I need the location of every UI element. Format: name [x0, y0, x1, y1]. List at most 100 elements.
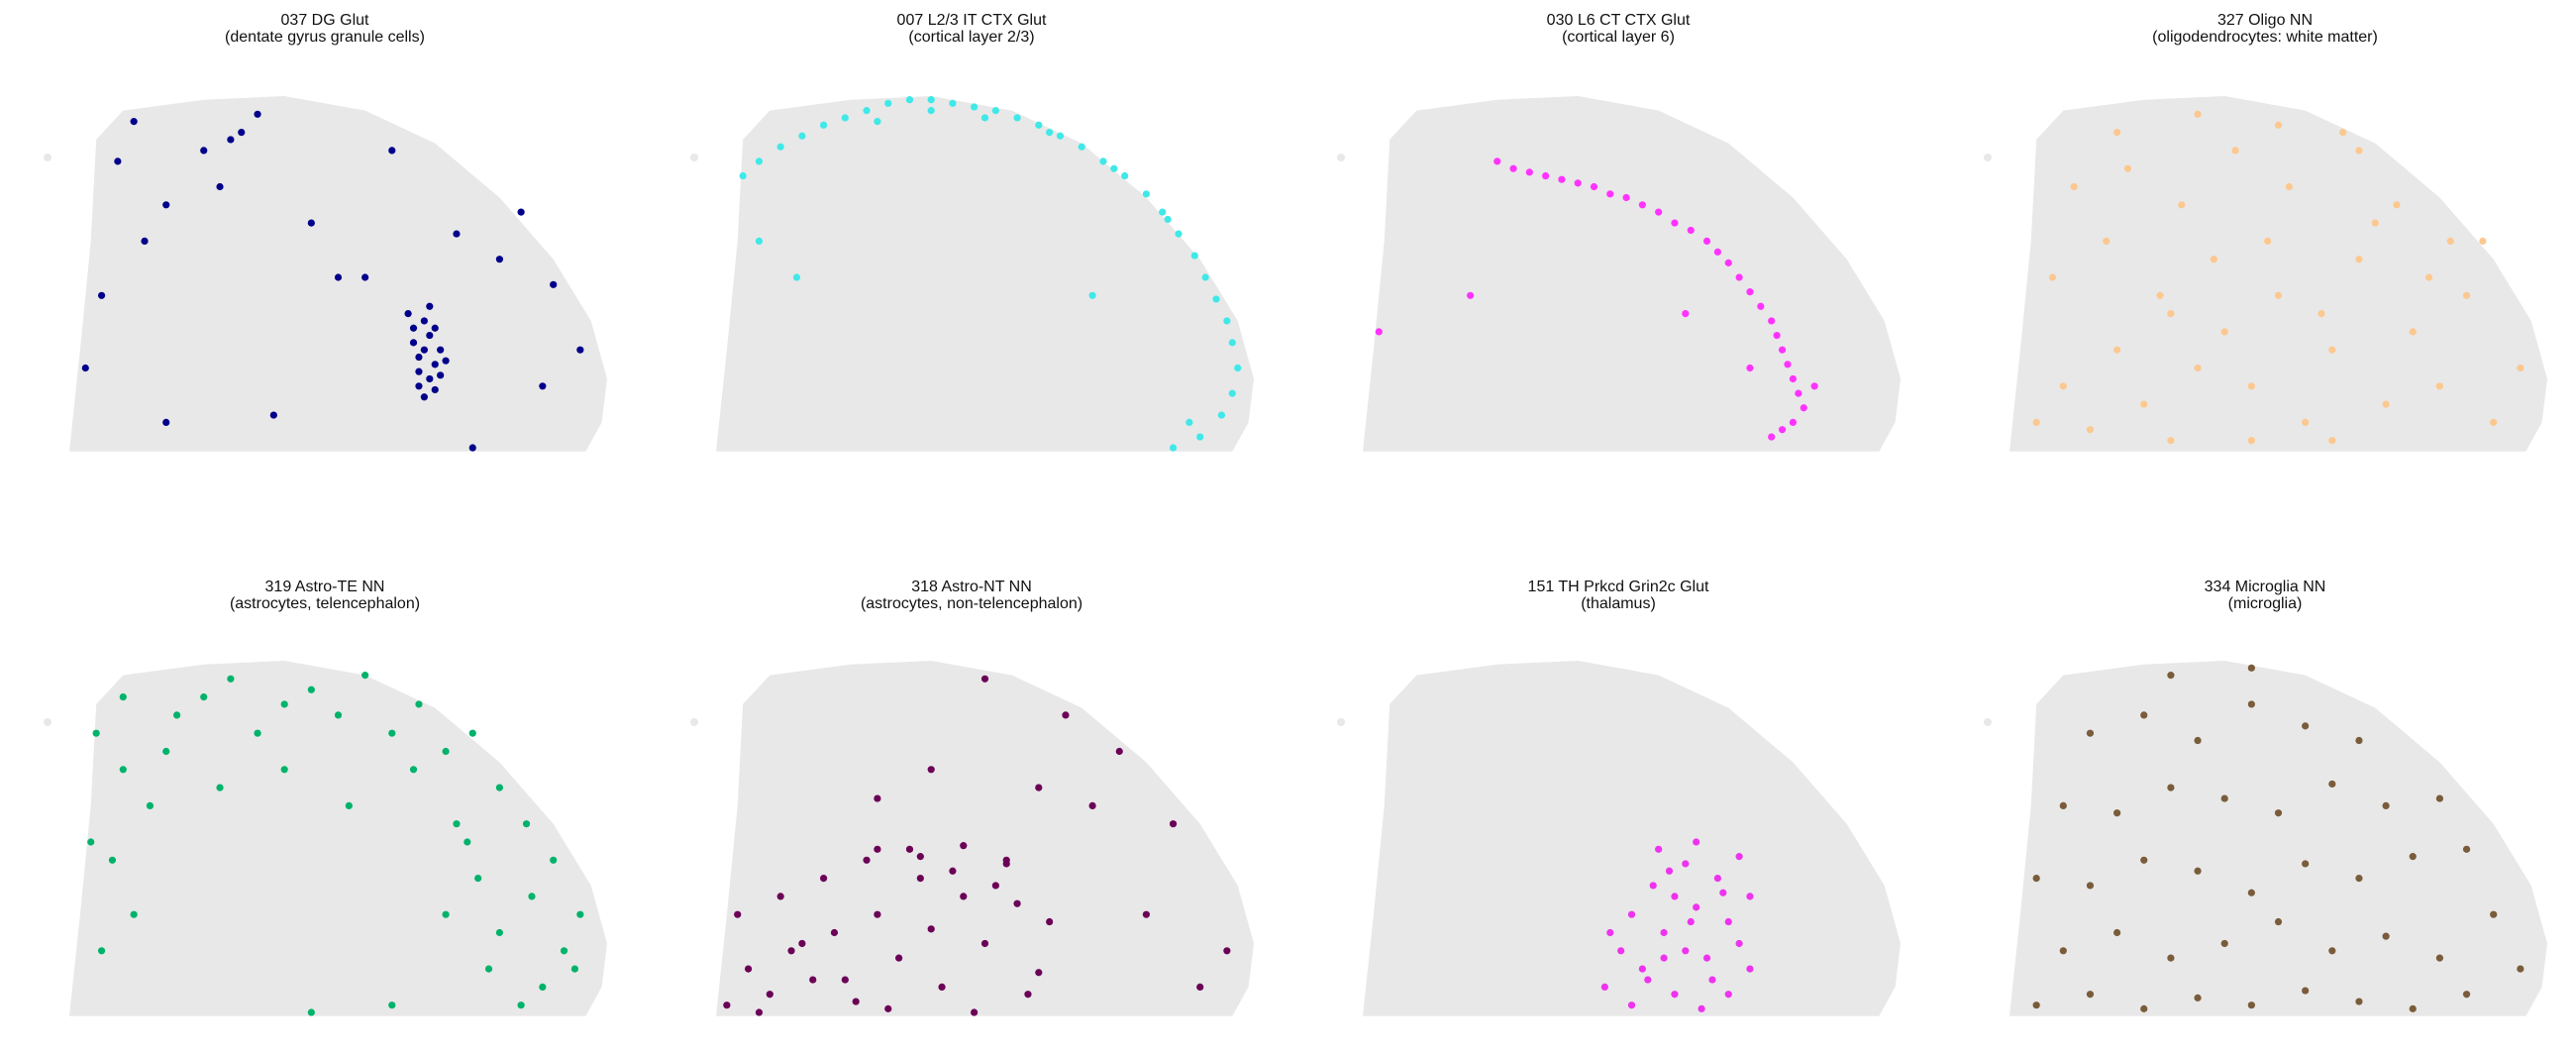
cell-point: [2339, 129, 2347, 137]
cell-point: [1638, 965, 1646, 973]
cell-point: [2140, 400, 2148, 408]
cell-point: [307, 219, 315, 227]
cell-point: [1778, 426, 1787, 434]
cell-point: [2328, 346, 2336, 354]
panel-subtitle: (thalamus): [1581, 595, 1656, 612]
cell-point: [130, 118, 138, 126]
cell-point: [404, 310, 412, 318]
cell-point: [2274, 121, 2283, 129]
cell-point: [1196, 983, 1204, 992]
cell-point: [92, 729, 100, 737]
cell-point: [1212, 295, 1220, 303]
cell-point: [830, 928, 839, 937]
cell-point: [1013, 114, 1021, 122]
cell-point: [1655, 208, 1663, 216]
cell-point: [495, 928, 503, 937]
cell-point: [787, 947, 795, 955]
cell-point: [755, 1008, 764, 1016]
panel-title: 151 TH Prkcd Grin2c Glut: [1528, 579, 1709, 595]
cell-point: [1746, 965, 1754, 973]
panel-title: 030 L6 CT CTX Glut: [1547, 12, 1691, 29]
cell-point: [1757, 302, 1765, 310]
panel: 318 Astro-NT NN(astrocytes, non-telencep…: [690, 579, 1254, 1016]
cell-point: [361, 273, 369, 281]
cell-point: [2167, 437, 2175, 445]
cell-point: [2247, 437, 2255, 445]
cell-point: [576, 910, 584, 918]
tissue-section: [1363, 661, 1901, 1016]
cell-point: [1121, 171, 1129, 180]
cell-point: [723, 1001, 731, 1009]
cell-point: [2517, 364, 2524, 372]
cell-point: [474, 875, 482, 883]
panel-title: 327 Oligo NN: [2217, 12, 2313, 29]
cell-point: [1159, 208, 1167, 216]
cell-point: [2355, 736, 2363, 745]
cell-point: [1046, 129, 1054, 137]
cell-point: [980, 939, 989, 948]
panel-subtitle: (astrocytes, telencephalon): [230, 595, 420, 612]
cell-point: [1746, 893, 1754, 900]
cell-point: [550, 856, 558, 864]
panel: 007 L2/3 IT CTX Glut(cortical layer 2/3): [690, 12, 1254, 452]
cell-point: [1773, 331, 1781, 340]
cell-point: [216, 784, 224, 791]
cell-point: [927, 925, 935, 933]
cell-point: [2302, 722, 2310, 730]
cell-point: [431, 361, 439, 369]
cell-point: [798, 939, 806, 948]
panel: 037 DG Glut(dentate gyrus granule cells): [44, 12, 607, 452]
cell-point: [200, 147, 208, 155]
cell-point: [2048, 273, 2057, 281]
tissue-speck: [2403, 172, 2409, 178]
cell-point: [734, 910, 742, 918]
cell-point: [991, 882, 999, 890]
cell-point: [1558, 175, 1566, 183]
cell-point: [949, 867, 957, 875]
cell-point: [81, 364, 89, 372]
cell-point: [927, 96, 935, 104]
cell-point: [2247, 700, 2255, 708]
cell-point: [468, 729, 476, 737]
cell-point: [1164, 215, 1172, 224]
cell-point: [216, 182, 224, 191]
cell-point: [755, 158, 764, 165]
cell-point: [468, 444, 476, 452]
cell-point: [415, 353, 423, 362]
cell-point: [1169, 820, 1178, 828]
cell-point: [1228, 389, 1236, 397]
cell-point: [927, 107, 935, 115]
cell-point: [2156, 291, 2164, 299]
cell-point: [971, 1008, 979, 1016]
cell-point: [1099, 158, 1107, 165]
tissue-speck: [690, 154, 698, 161]
cell-point: [2328, 947, 2336, 955]
cell-point: [437, 371, 445, 379]
cell-point: [1035, 121, 1043, 129]
cell-point: [2435, 954, 2443, 962]
cell-point: [2371, 219, 2379, 227]
cell-point: [280, 700, 288, 708]
cell-point: [1627, 910, 1636, 918]
tissue-speck: [2403, 737, 2409, 743]
cell-point: [254, 729, 261, 737]
cell-point: [1035, 784, 1043, 791]
cell-point: [442, 910, 450, 918]
cell-point: [1142, 910, 1150, 918]
cell-point: [119, 766, 127, 774]
cell-point: [2220, 794, 2228, 802]
cell-point: [1046, 917, 1054, 926]
cell-point: [1228, 339, 1236, 347]
cell-point: [442, 747, 450, 756]
cell-point: [776, 893, 784, 900]
cell-point: [1800, 404, 1807, 412]
cell-point: [2274, 291, 2283, 299]
cell-point: [1708, 976, 1716, 984]
cell-point: [1525, 168, 1533, 176]
cell-point: [388, 729, 396, 737]
cell-point: [420, 393, 428, 401]
cell-point: [431, 385, 439, 394]
cell-point: [874, 910, 881, 918]
panel-title: 318 Astro-NT NN: [911, 579, 1032, 595]
cell-point: [2247, 889, 2255, 896]
